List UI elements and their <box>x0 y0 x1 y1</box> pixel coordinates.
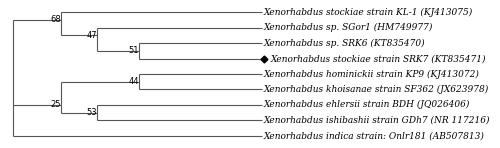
Text: 68: 68 <box>50 15 62 24</box>
Text: Xenorhabdus ehlersii strain BDH (JQ026406): Xenorhabdus ehlersii strain BDH (JQ02640… <box>264 100 470 110</box>
Text: Xenorhabdus ishibashii strain GDh7 (NR 117216): Xenorhabdus ishibashii strain GDh7 (NR 1… <box>264 116 490 125</box>
Text: Xenorhabdus stockiae strain KL-1 (KJ413075): Xenorhabdus stockiae strain KL-1 (KJ4130… <box>264 8 473 17</box>
Text: Xenorhabdus indica strain: Onlr181 (AB507813): Xenorhabdus indica strain: Onlr181 (AB50… <box>264 131 484 140</box>
Text: 25: 25 <box>51 100 62 109</box>
Text: 51: 51 <box>129 46 140 55</box>
Text: Xenorhabdus hominickii strain KP9 (KJ413072): Xenorhabdus hominickii strain KP9 (KJ413… <box>264 69 480 79</box>
Text: Xenorhabdus stockiae strain SRK7 (KT835471): Xenorhabdus stockiae strain SRK7 (KT8354… <box>270 54 486 63</box>
Text: Xenorhabdus khoisanae strain SF362 (JX623978): Xenorhabdus khoisanae strain SF362 (JX62… <box>264 85 489 94</box>
Text: 44: 44 <box>129 77 140 86</box>
Text: Xenorhabdus sp. SGor1 (HM749977): Xenorhabdus sp. SGor1 (HM749977) <box>264 23 433 32</box>
Text: 47: 47 <box>86 31 98 40</box>
Text: 53: 53 <box>86 108 98 117</box>
Text: Xenorhabdus sp. SRK6 (KT835470): Xenorhabdus sp. SRK6 (KT835470) <box>264 38 426 48</box>
